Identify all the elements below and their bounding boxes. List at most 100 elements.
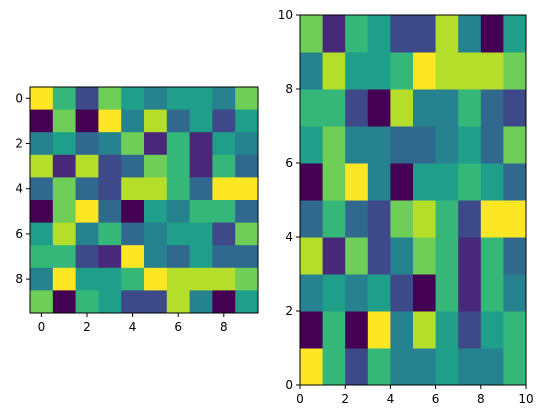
heatmap-cell: [435, 52, 459, 90]
heatmap-cell: [75, 154, 99, 178]
heatmap-cell: [144, 267, 168, 291]
heatmap-cell: [435, 200, 459, 238]
heatmap-cell: [98, 177, 122, 201]
x-tick-label: 4: [129, 320, 137, 334]
heatmap-cell: [166, 132, 191, 156]
heatmap-cell: [390, 274, 414, 312]
heatmap-cell: [345, 274, 369, 312]
heatmap-cell: [458, 200, 482, 238]
heatmap-cell: [345, 15, 369, 53]
heatmap-cell: [75, 132, 99, 156]
heatmap-cell: [300, 52, 324, 90]
heatmap-cell: [367, 237, 391, 275]
heatmap-cell: [300, 237, 324, 275]
heatmap-cell: [367, 89, 391, 127]
heatmap-cell: [480, 237, 504, 275]
heatmap-cell: [30, 87, 54, 111]
heatmap-cell: [212, 177, 236, 201]
heatmap-cell: [235, 109, 259, 133]
y-tick-label: 0: [285, 378, 293, 392]
heatmap-cell: [480, 311, 504, 349]
heatmap-cell: [435, 89, 459, 127]
heatmap-cell: [345, 311, 369, 349]
heatmap-cell: [458, 237, 482, 275]
heatmap-cell: [75, 200, 99, 224]
heatmap-cell: [144, 154, 168, 178]
axes-frame: [29, 86, 259, 314]
heatmap-cell: [52, 154, 77, 178]
heatmap-cell: [390, 52, 414, 90]
heatmap-cell: [413, 15, 437, 53]
heatmap-cell: [166, 267, 191, 291]
heatmap-cell: [75, 267, 99, 291]
heatmap-cell: [121, 245, 145, 269]
heatmap-cell: [480, 89, 504, 127]
heatmap-cell: [435, 126, 459, 164]
heatmap-cell: [121, 132, 145, 156]
heatmap-cell: [322, 200, 346, 238]
heatmap-cell: [390, 126, 414, 164]
heatmap-cell: [300, 163, 324, 201]
heatmap-cell: [30, 267, 54, 291]
heatmap-cell: [98, 245, 122, 269]
heatmap-cell: [367, 348, 391, 386]
heatmap-cell: [189, 132, 213, 156]
heatmap-cell: [235, 132, 259, 156]
heatmap-cell: [212, 200, 236, 224]
heatmap-cell: [458, 274, 482, 312]
heatmap-cell: [98, 290, 122, 314]
heatmap-cell: [413, 89, 437, 127]
heatmap-cell: [166, 154, 191, 178]
heatmap-cell: [390, 348, 414, 386]
heatmap-cell: [121, 109, 145, 133]
heatmap-cell: [121, 154, 145, 178]
heatmap-cell: [413, 237, 437, 275]
heatmap-cell: [300, 274, 324, 312]
heatmap-cell: [144, 222, 168, 246]
heatmap-cell: [435, 311, 459, 349]
heatmap-cell: [212, 222, 236, 246]
heatmap-cell: [75, 222, 99, 246]
heatmap-cell: [458, 126, 482, 164]
heatmap-cell: [367, 126, 391, 164]
heatmap-cell: [121, 267, 145, 291]
heatmap-cell: [189, 87, 213, 111]
x-tick-label: 0: [38, 320, 46, 334]
heatmap-cell: [189, 154, 213, 178]
heatmap-cell: [300, 200, 324, 238]
y-tick-label: 4: [285, 230, 293, 244]
heatmap-cell: [345, 348, 369, 386]
x-tick-label: 8: [477, 392, 485, 406]
heatmap-cell: [435, 15, 459, 53]
heatmap-cell: [75, 290, 99, 314]
heatmap-cell: [435, 274, 459, 312]
heatmap-cell: [52, 87, 77, 111]
heatmap-cell: [212, 154, 236, 178]
heatmap-cell: [189, 222, 213, 246]
heatmap-cell: [503, 163, 527, 201]
heatmap-cell: [480, 200, 504, 238]
heatmap-cell: [144, 200, 168, 224]
heatmap-cell: [458, 15, 482, 53]
heatmap-cell: [30, 109, 54, 133]
x-tick-label: 8: [220, 320, 228, 334]
heatmap-cell: [52, 245, 77, 269]
heatmap-cell: [189, 177, 213, 201]
heatmap-cell: [480, 274, 504, 312]
heatmap-cell: [367, 163, 391, 201]
heatmap-cell: [480, 52, 504, 90]
heatmap-cell: [435, 163, 459, 201]
heatmap-cell: [322, 348, 346, 386]
heatmap-cell: [390, 89, 414, 127]
heatmap-cell: [98, 154, 122, 178]
heatmap-cell: [367, 274, 391, 312]
x-tick-label: 6: [432, 392, 440, 406]
heatmap-cell: [235, 154, 259, 178]
heatmap-cell: [30, 200, 54, 224]
heatmap-cell: [367, 52, 391, 90]
heatmap-cell: [390, 237, 414, 275]
heatmap-cell: [144, 87, 168, 111]
x-tick-label: 4: [387, 392, 395, 406]
y-tick-label: 6: [15, 227, 23, 241]
heatmap-cell: [413, 200, 437, 238]
